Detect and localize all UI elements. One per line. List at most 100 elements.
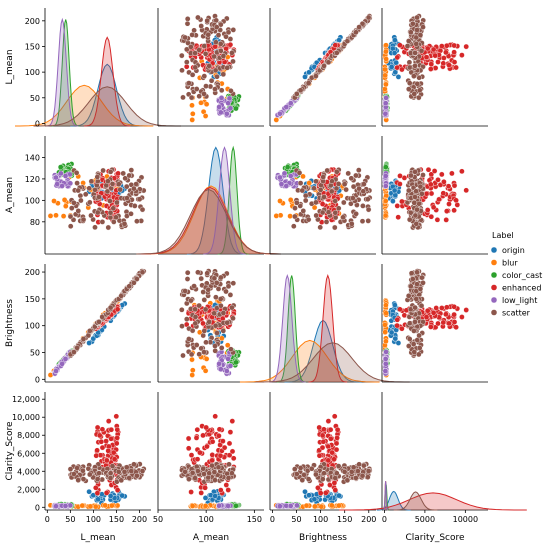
y-tick-label: 10,000 (12, 413, 40, 422)
scatter-point (394, 322, 400, 329)
scatter-point (80, 467, 86, 474)
scatter-point (273, 213, 280, 219)
scatter-point (213, 294, 219, 301)
scatter-point (96, 470, 102, 477)
scatter-point (223, 110, 230, 117)
scatter-point (71, 349, 77, 355)
scatter-point (99, 444, 106, 451)
scatter-point (139, 468, 146, 474)
scatter-point (413, 188, 419, 194)
scatter-point (397, 173, 403, 179)
scatter-point (425, 166, 432, 173)
pairplot-panels: 0 50 100 150 200 80 100 120 140 0 50 100 150 200 0 2,00… (12, 8, 527, 524)
scatter-point (123, 464, 130, 471)
scatter-point (317, 187, 324, 193)
scatter-point (215, 464, 222, 471)
scatter-point (94, 209, 101, 216)
scatter-point (228, 88, 234, 94)
scatter-point (185, 435, 192, 442)
scatter-point (382, 164, 389, 170)
scatter-point (344, 477, 351, 484)
scatter-point (201, 43, 208, 49)
scatter-point (96, 319, 102, 325)
scatter-point (293, 471, 300, 477)
scatter-point (224, 319, 230, 326)
scatter-point (105, 418, 112, 424)
scatter-point (47, 213, 54, 219)
scatter-point (413, 41, 420, 47)
scatter-point (311, 496, 318, 503)
scatter-point (114, 426, 121, 433)
scatter-point (216, 426, 223, 433)
scatter-point (463, 307, 470, 313)
scatter-point (188, 94, 195, 101)
y-tick-label: 100 (25, 322, 40, 331)
scatter-point (408, 29, 414, 36)
scatter-point (278, 181, 285, 187)
scatter-point (445, 183, 452, 189)
scatter-point (392, 69, 399, 76)
scatter-point (107, 209, 114, 216)
scatter-point (333, 50, 340, 56)
scatter-point (200, 465, 206, 472)
scatter-point (230, 315, 236, 322)
scatter-point (189, 356, 195, 363)
scatter-point (118, 477, 125, 484)
scatter-point (413, 34, 420, 41)
scatter-point (200, 432, 206, 439)
scatter-point (397, 42, 403, 49)
scatter-point (382, 72, 389, 79)
scatter-point (131, 279, 137, 286)
scatter-point (215, 32, 222, 38)
scatter-point (179, 67, 185, 74)
scatter-point (211, 310, 217, 317)
scatter-point (341, 468, 348, 475)
legend-marker-enhanced (490, 284, 498, 291)
scatter-point (296, 169, 303, 176)
y-tick-label: 0 (35, 503, 40, 512)
scatter-point (416, 74, 422, 81)
scatter-point (361, 181, 367, 187)
scatter-point (229, 470, 235, 477)
y-tick-label: 0 (35, 119, 40, 128)
scatter-point (113, 214, 119, 221)
scatter-point (80, 216, 87, 223)
scatter-point (453, 197, 459, 204)
scatter-point (82, 191, 89, 198)
scatter-point (382, 360, 389, 367)
scatter-point (408, 270, 415, 277)
scatter-point (451, 59, 458, 65)
y-tick-label: 100 (25, 68, 40, 77)
scatter-point (139, 206, 146, 213)
scatter-point (454, 202, 461, 208)
scatter-point (188, 452, 195, 458)
scatter-point (287, 213, 293, 219)
scatter-point (419, 190, 425, 197)
scatter-point (300, 208, 307, 214)
scatter-point (449, 170, 455, 177)
y-axis-label-A_mean: A_mean (5, 177, 15, 213)
scatter-point (202, 367, 209, 374)
scatter-point (411, 199, 418, 206)
scatter-point (227, 363, 234, 369)
kde-enhanced (84, 36, 131, 127)
scatter-point (105, 224, 112, 231)
scatter-point (80, 336, 87, 342)
scatter-point (319, 432, 326, 439)
scatter-point (182, 468, 188, 475)
scatter-point (325, 418, 332, 424)
scatter-point (192, 64, 199, 71)
scatter-point (131, 461, 137, 468)
scatter-point (107, 198, 113, 204)
scatter-point (451, 49, 457, 56)
scatter-point (313, 471, 319, 478)
scatter-point (313, 73, 319, 79)
panel-Brightness-vs-L_mean: 0 50 100 150 200 (25, 264, 151, 384)
scatter-point (399, 66, 405, 73)
scatter-point (109, 181, 116, 187)
scatter-point (225, 487, 231, 493)
scatter-point (291, 466, 298, 472)
scatter-point (189, 367, 196, 374)
scatter-point (405, 343, 412, 349)
scatter-point (336, 502, 342, 509)
